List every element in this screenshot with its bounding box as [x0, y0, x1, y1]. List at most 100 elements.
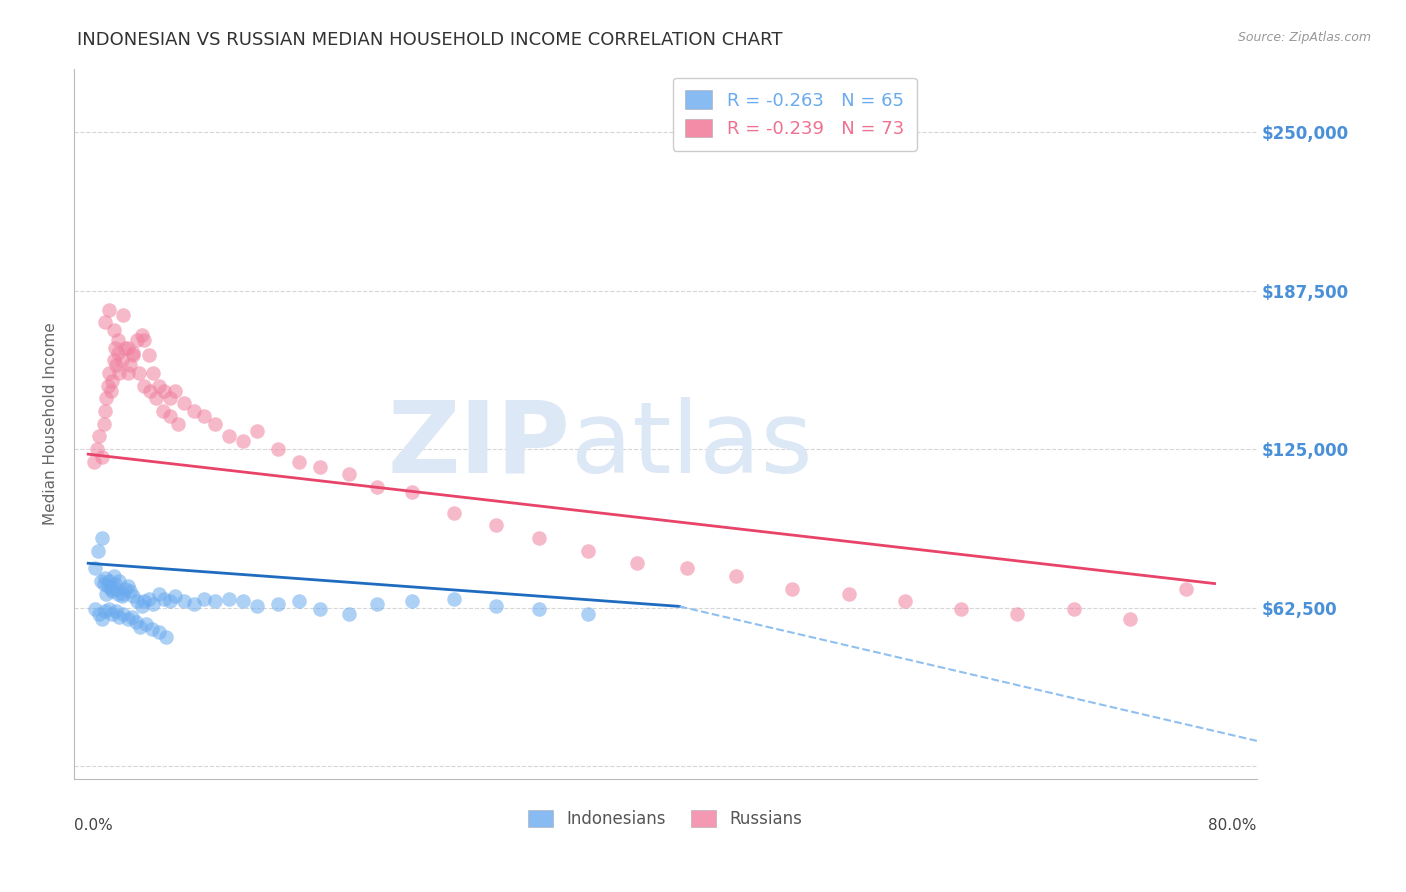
Point — [218, 429, 240, 443]
Point — [121, 609, 143, 624]
Point — [96, 392, 118, 406]
Point — [142, 366, 165, 380]
Point — [103, 323, 125, 337]
Text: 0.0%: 0.0% — [75, 818, 112, 833]
Point — [337, 467, 360, 482]
Point — [101, 607, 124, 621]
Point — [1063, 602, 1085, 616]
Point — [83, 455, 105, 469]
Point — [309, 602, 332, 616]
Point — [246, 599, 269, 614]
Point — [894, 594, 917, 608]
Point — [107, 333, 129, 347]
Point — [366, 597, 388, 611]
Point — [112, 607, 135, 621]
Point — [117, 341, 139, 355]
Point — [108, 366, 131, 380]
Point — [127, 594, 149, 608]
Point — [159, 594, 181, 608]
Point — [105, 582, 128, 596]
Point — [142, 597, 165, 611]
Point — [141, 622, 163, 636]
Point — [837, 587, 859, 601]
Point — [91, 531, 114, 545]
Point — [94, 404, 117, 418]
Point — [139, 384, 162, 398]
Point — [117, 579, 139, 593]
Point — [104, 576, 127, 591]
Point — [108, 574, 131, 588]
Text: INDONESIAN VS RUSSIAN MEDIAN HOUSEHOLD INCOME CORRELATION CHART: INDONESIAN VS RUSSIAN MEDIAN HOUSEHOLD I… — [77, 31, 783, 49]
Point — [485, 599, 508, 614]
Point — [112, 308, 135, 322]
Point — [153, 591, 176, 606]
Point — [93, 576, 115, 591]
Point — [134, 333, 156, 347]
Point — [94, 572, 117, 586]
Point — [105, 605, 128, 619]
Point — [155, 630, 177, 644]
Point — [148, 624, 170, 639]
Point — [105, 359, 128, 373]
Point — [138, 348, 160, 362]
Point — [101, 584, 124, 599]
Point — [114, 341, 136, 355]
Point — [724, 569, 747, 583]
Point — [148, 587, 170, 601]
Text: atlas: atlas — [571, 397, 813, 493]
Point — [366, 480, 388, 494]
Point — [86, 442, 108, 456]
Point — [122, 589, 145, 603]
Point — [1175, 582, 1198, 596]
Point — [1007, 607, 1029, 621]
Point — [173, 396, 195, 410]
Y-axis label: Median Household Income: Median Household Income — [44, 322, 58, 525]
Point — [183, 597, 205, 611]
Point — [127, 333, 149, 347]
Point — [93, 417, 115, 431]
Text: Source: ZipAtlas.com: Source: ZipAtlas.com — [1237, 31, 1371, 45]
Point — [97, 579, 120, 593]
Point — [267, 597, 290, 611]
Point — [101, 374, 124, 388]
Point — [675, 561, 697, 575]
Point — [337, 607, 360, 621]
Point — [103, 353, 125, 368]
Point — [232, 594, 254, 608]
Point — [401, 594, 423, 608]
Point — [576, 607, 599, 621]
Point — [117, 612, 139, 626]
Point — [117, 366, 139, 380]
Point — [91, 612, 114, 626]
Point — [246, 425, 269, 439]
Point — [134, 594, 156, 608]
Point — [112, 587, 135, 601]
Text: ZIP: ZIP — [388, 397, 571, 493]
Point — [218, 591, 240, 606]
Point — [89, 607, 111, 621]
Point — [96, 587, 118, 601]
Point — [90, 574, 112, 588]
Point — [152, 404, 174, 418]
Point — [165, 384, 187, 398]
Point — [114, 582, 136, 596]
Point — [167, 417, 190, 431]
Point — [527, 531, 550, 545]
Point — [91, 450, 114, 464]
Point — [98, 302, 121, 317]
Point — [103, 569, 125, 583]
Point — [780, 582, 803, 596]
Point — [401, 485, 423, 500]
Point — [576, 543, 599, 558]
Point — [131, 599, 153, 614]
Point — [485, 518, 508, 533]
Point — [131, 327, 153, 342]
Point — [125, 615, 148, 629]
Point — [84, 602, 107, 616]
Point — [193, 409, 215, 423]
Point — [120, 584, 142, 599]
Point — [108, 609, 131, 624]
Point — [309, 459, 332, 474]
Point — [84, 561, 107, 575]
Point — [94, 605, 117, 619]
